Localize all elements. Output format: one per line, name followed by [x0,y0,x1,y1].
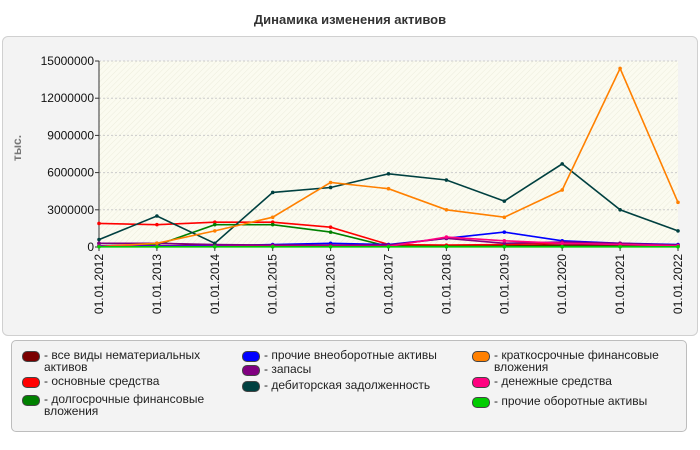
data-point [97,237,101,242]
data-point [560,188,564,192]
data-point [502,239,507,243]
x-tick-label: 01.01.2012 [92,254,106,314]
y-tick-label: 9000000 [47,128,94,142]
data-point [97,244,101,249]
legend-label: - прочие оборотные активы [494,394,648,408]
legend-item: - все виды нематериальных активов [22,349,229,373]
data-point [97,221,101,226]
data-point [270,190,275,195]
data-point [502,244,507,249]
data-point [270,215,275,220]
x-tick-label: 01.01.2022 [671,254,685,314]
legend-label: - все виды нематериальных активов [44,348,201,374]
data-point [155,244,159,249]
legend-label: - денежные средства [494,374,612,388]
legend-label: - дебиторская задолженность [264,378,431,392]
y-tick-label: 12000000 [41,91,95,105]
legend-label: - долгосрочные финансовые вложения [44,392,205,418]
legend-swatch [242,381,260,392]
x-tick-label: 01.01.2013 [150,254,164,314]
data-point [386,244,391,249]
series-6 [97,162,680,246]
data-point [676,229,680,233]
legend-item: - долгосрочные финансовые вложения [22,393,229,417]
data-point [97,241,101,246]
data-point [386,186,391,191]
y-axis-label: тыс. [10,135,24,161]
data-point [502,199,507,203]
data-point [155,214,159,218]
data-point [213,222,217,227]
series-9 [97,244,680,249]
data-point [676,244,680,249]
data-point [618,208,622,212]
data-point [155,222,159,227]
data-point [444,178,449,182]
legend-item: - денежные средства [472,375,684,388]
chart-title: Динамика изменения активов [253,12,447,27]
legend-swatch [472,377,490,388]
data-point [444,208,449,212]
line-chart: 0 3000000 6000000 9000000 12000000 15000000 0… [10,54,685,314]
series-7 [97,66,680,249]
data-point [270,220,275,224]
y-tick-label: 3000000 [47,203,94,217]
data-point [676,200,680,205]
legend-item: - краткосрочные финансовые вложения [472,349,684,373]
data-point [213,241,217,246]
data-point [328,185,333,190]
legend-item: - прочие оборотные активы [472,395,684,408]
legend-swatch [22,395,40,406]
x-tick-label: 01.01.2014 [208,254,222,314]
legend-label: - запасы [264,362,312,376]
data-point [502,230,507,234]
data-point [213,220,217,224]
data-point [386,172,391,176]
legend-swatch [22,351,40,362]
legend-swatch [472,351,490,362]
data-point [270,244,275,249]
data-point [502,215,507,220]
legend-item: - основные средства [22,375,229,388]
legend-item: - запасы [242,363,449,376]
data-point [444,244,449,249]
data-point [502,241,507,246]
data-point [560,162,564,166]
data-point [328,244,333,249]
plot-area [99,61,678,247]
x-tick-label: 01.01.2018 [439,254,453,314]
legend-swatch [242,365,260,376]
data-point [618,66,622,71]
legend-label: - основные средства [44,374,160,388]
x-tick-label: 01.01.2020 [555,254,569,314]
legend-item: - прочие внеоборотные активы [242,349,449,362]
chart-legend: - все виды нематериальных активов - основ… [11,340,687,432]
data-point [155,241,159,246]
legend-label: - краткосрочные финансовые вложения [494,348,659,374]
legend-item: - дебиторская задолженность [242,379,449,392]
legend-swatch [242,351,260,362]
legend-swatch [472,397,490,408]
x-tick-label: 01.01.2021 [613,254,627,314]
x-tick-label: 01.01.2015 [266,254,280,314]
data-point [213,229,217,233]
data-point [328,230,333,234]
x-tick-label: 01.01.2017 [382,254,396,314]
legend-swatch [22,377,40,388]
data-point [618,244,622,249]
legend-label: - прочие внеоборотные активы [264,348,437,362]
y-tick-label: 6000000 [47,166,94,180]
data-point [560,244,564,249]
data-point [213,244,217,249]
data-point [560,241,564,246]
data-point [270,222,275,227]
data-point [444,235,449,239]
data-point [328,225,333,229]
data-point [328,180,333,185]
x-tick-label: 01.01.2019 [497,254,511,314]
x-tick-label: 01.01.2016 [324,254,338,314]
y-tick-label: 0 [87,240,94,254]
y-tick-label: 15000000 [41,54,95,68]
